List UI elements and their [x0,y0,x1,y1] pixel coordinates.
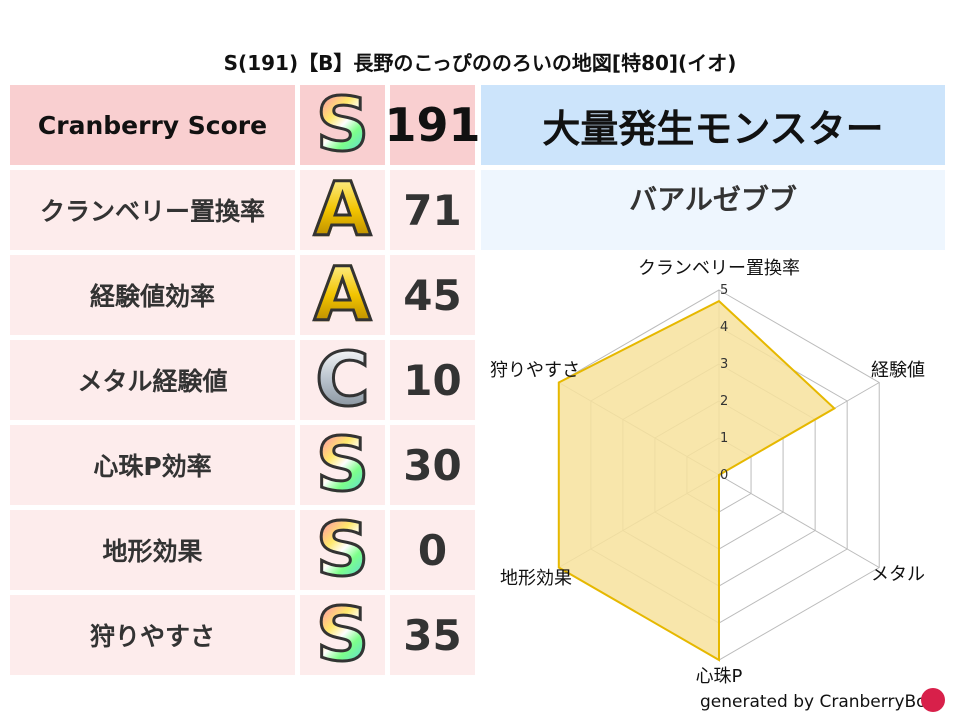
metric-value: 0 [390,510,475,590]
axis-label: 経験値 [871,360,925,381]
grade-letter: S [314,82,370,168]
axis-label: 心珠P [696,666,743,687]
metric-label: 狩りやすさ [10,595,295,675]
metric-grade-badge: C [300,340,385,420]
footer-credit: generated by CranberryBot [700,692,934,712]
metric-value: 10 [390,340,475,420]
metric-label: 経験値効率 [10,255,295,335]
tick-label: 0 [720,468,728,483]
metric-value: 30 [390,425,475,505]
grade-letter: S [314,592,370,678]
metric-value: 71 [390,170,475,250]
axis-label: 狩りやすさ [490,360,580,381]
cranberry-logo-icon [921,688,945,712]
grade-letter: S [314,507,370,593]
metric-value: 45 [390,255,475,335]
metric-grade-badge: A [300,255,385,335]
tick-label: 5 [720,283,728,298]
metric-grade-badge: S [300,595,385,675]
grade-letter: S [314,422,370,508]
metric-value: 35 [390,595,475,675]
metric-grade-badge: S [300,510,385,590]
grade-letter: A [312,252,372,338]
axis-label: 地形効果 [500,568,572,589]
monster-header: 大量発生モンスター [481,85,945,165]
tick-label: 2 [720,394,728,409]
metric-label: メタル経験値 [10,340,295,420]
metric-label: クランベリー置換率 [10,170,295,250]
metric-grade-badge: A [300,170,385,250]
data-polygon [557,299,837,662]
grid-spoke [718,474,880,568]
metric-grade-badge: S [300,425,385,505]
metric-label: 心珠P効率 [10,425,295,505]
grade-letter: A [312,167,372,253]
grade-letter: C [314,337,371,423]
axis-label: メタル [871,564,925,585]
tick-label: 1 [720,431,728,446]
axis-label: クランベリー置換率 [638,258,800,279]
metric-label: 地形効果 [10,510,295,590]
tick-label: 3 [720,357,728,372]
score-label: Cranberry Score [10,85,295,165]
score-value: 191 [384,85,481,165]
score-grade-badge: S [300,85,385,165]
page-title: S(191)【B】長野のこっぴののろいの地図[特80](イオ) [223,51,737,75]
tick-label: 4 [720,320,728,335]
monster-name: バアルゼブブ [481,170,945,250]
